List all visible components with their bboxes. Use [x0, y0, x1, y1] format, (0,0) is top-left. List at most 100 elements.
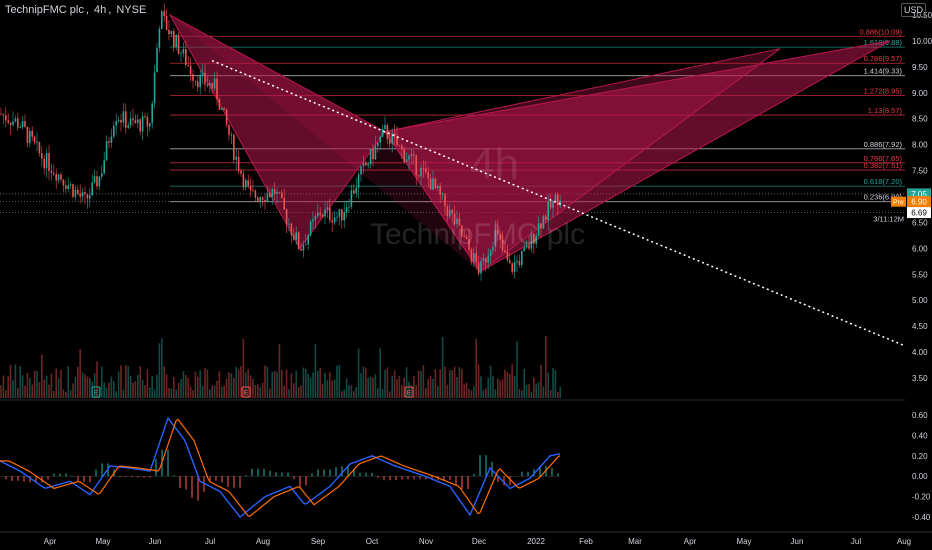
candle-body: [509, 260, 511, 264]
volume-bar: [77, 366, 79, 398]
candle-body: [19, 126, 21, 128]
candle-body: [444, 193, 446, 207]
candle-body: [110, 136, 113, 143]
candle-body: [365, 162, 367, 166]
candle-body: [547, 201, 549, 220]
price-tick-label: 8.00: [912, 141, 928, 150]
candle-body: [309, 221, 312, 235]
candle-body: [218, 99, 221, 110]
volume-bar: [360, 373, 362, 398]
candle-body: [21, 120, 24, 127]
macd-histogram-bar: [227, 476, 229, 487]
volume-bar: [168, 387, 170, 398]
volume-bar: [187, 378, 189, 398]
price-badge-label: 7.05: [911, 190, 927, 199]
candle-body: [449, 209, 451, 217]
macd-histogram-bar: [551, 467, 553, 477]
price-tick-label: 9.50: [912, 63, 928, 72]
volume-bar: [348, 385, 350, 398]
macd-histogram-bar: [383, 476, 385, 481]
volume-bar: [38, 381, 41, 398]
macd-histogram-bar: [323, 469, 325, 477]
candle-body: [199, 74, 201, 88]
volume-bar: [422, 365, 425, 398]
volume-bar: [439, 369, 441, 398]
candle-body: [513, 262, 516, 272]
macd-histogram-bar: [389, 476, 391, 481]
volume-bar: [513, 375, 516, 398]
candle-body: [518, 261, 521, 265]
candle-body: [285, 209, 288, 225]
candle-body: [165, 15, 168, 30]
volume-bar: [237, 369, 240, 398]
volume-bar: [141, 379, 144, 398]
volume-bar: [156, 374, 158, 398]
candle-body: [451, 209, 453, 214]
time-tick-label: Jul: [205, 537, 215, 546]
macd-scale[interactable]: 0.60 0.40 0.20 0.00 -0.20 -0.40: [912, 411, 931, 522]
macd-histogram-bar: [395, 476, 397, 481]
macd-histogram-bar: [353, 469, 355, 477]
volume-bar: [473, 386, 475, 398]
candle-body: [127, 125, 129, 128]
currency-button[interactable]: USD: [900, 3, 926, 17]
macd-histogram-bar: [335, 467, 337, 477]
candle-body: [266, 192, 269, 202]
volume-bar: [365, 367, 367, 398]
candle-body: [461, 225, 463, 237]
candle-body: [290, 223, 293, 235]
macd-histogram-bar: [233, 476, 235, 488]
candle-body: [300, 248, 302, 251]
candle-body: [389, 139, 391, 144]
symbol-header[interactable]: TechnipFMC plc, 4h, NYSE: [5, 4, 148, 16]
volume-bar: [470, 390, 473, 398]
volume-bar: [269, 388, 271, 398]
volume-bar: [228, 372, 230, 398]
volume-bar: [247, 369, 249, 398]
volume-bar: [175, 389, 177, 398]
pre-market-badge: [891, 196, 906, 207]
volume-bar: [254, 384, 257, 398]
volume-bar: [408, 381, 410, 398]
macd-histogram-bar: [365, 472, 367, 477]
candle-body: [237, 156, 240, 171]
candle-body: [540, 223, 542, 229]
earnings-marker-label: E: [244, 390, 249, 397]
volume-bar: [36, 371, 38, 398]
candle-body: [278, 191, 281, 193]
candle-body: [434, 178, 437, 189]
price-scale[interactable]: 10.5010.009.509.008.508.007.507.006.506.…: [912, 11, 932, 383]
candle-body: [427, 172, 429, 179]
candle-body: [31, 130, 33, 137]
macd-histogram-bar: [509, 476, 511, 486]
volume-bar: [24, 385, 26, 398]
candle-body: [213, 78, 216, 89]
time-axis[interactable]: Apr May Jun Jul Aug Sep Oct Nov Dec 2022 Feb Mar Apr…: [44, 537, 911, 546]
volume-bar: [293, 383, 295, 398]
harmonic-pattern[interactable]: [168, 13, 891, 273]
candle-body: [62, 179, 65, 186]
volume-bar: [290, 373, 293, 398]
volume-bar: [93, 373, 96, 398]
volume-bar: [134, 381, 137, 398]
pre-market-label: Pre: [893, 200, 904, 207]
candle-body: [249, 185, 252, 191]
time-tick-label: Nov: [419, 537, 433, 546]
candle-body: [41, 153, 43, 159]
volume-bar: [549, 389, 552, 398]
volume-bar: [453, 366, 456, 398]
time-tick-label: Jun: [791, 537, 804, 546]
candle-body: [401, 145, 403, 149]
earnings-marker-label: E: [407, 390, 412, 397]
volume-bar: [252, 378, 254, 398]
macd-histogram-bar: [497, 476, 499, 483]
volume-bar: [393, 370, 396, 398]
volume-bar: [559, 386, 561, 398]
candle-body: [14, 118, 17, 122]
volume-bar: [511, 364, 513, 398]
candle-body: [7, 120, 9, 123]
candle-body: [45, 152, 48, 169]
volume-bar: [101, 366, 103, 398]
